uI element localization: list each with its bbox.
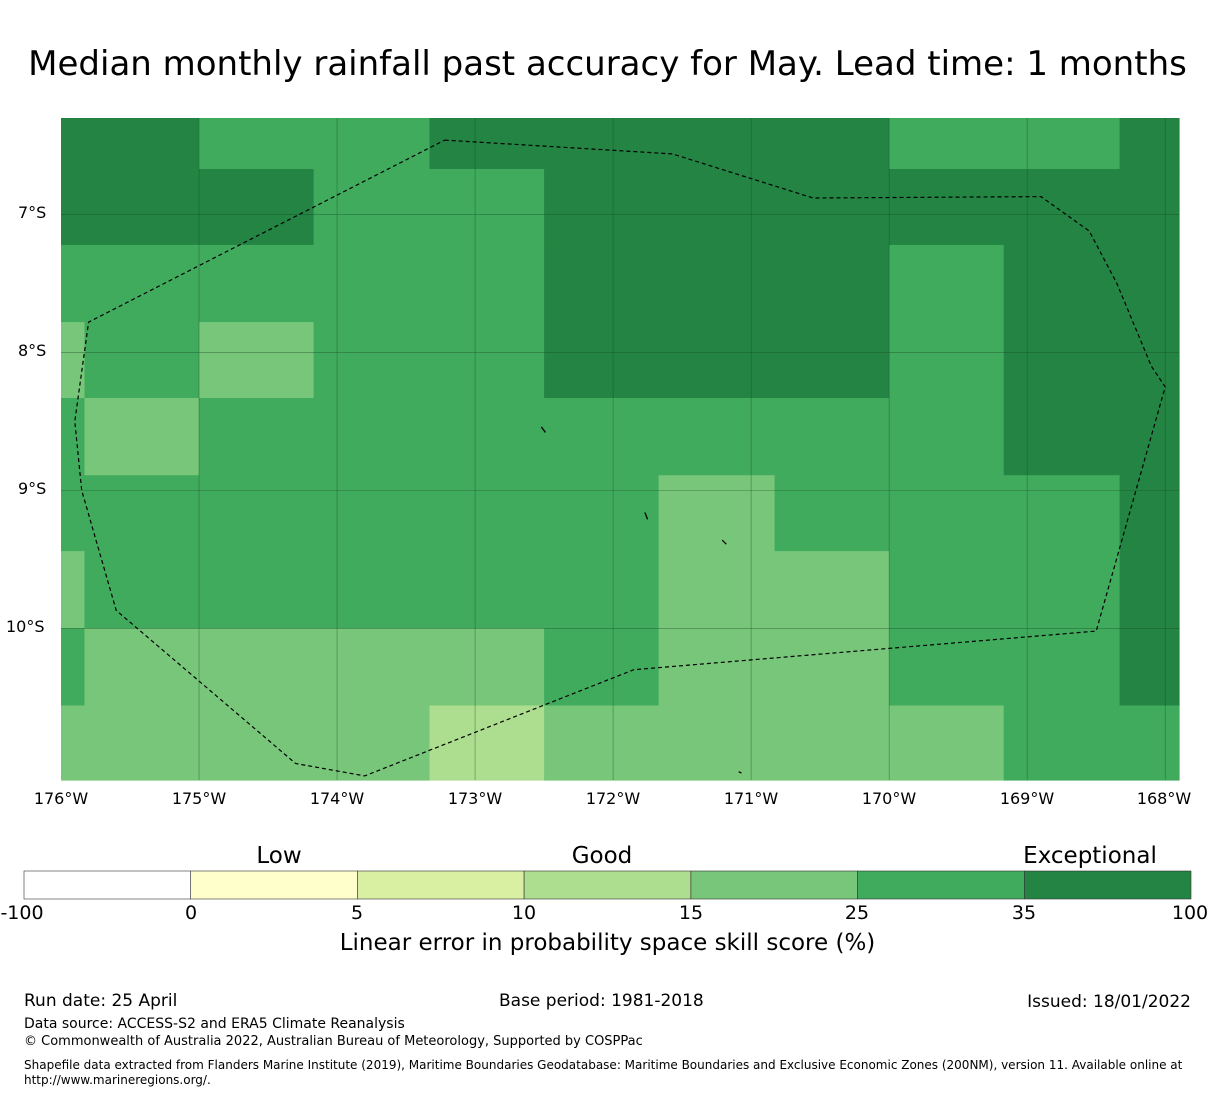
skill-cell — [544, 705, 1005, 781]
island-outline — [721, 539, 727, 545]
island-outline — [644, 512, 649, 520]
skill-cell — [1119, 475, 1180, 552]
shapefile-url: http://www.marineregions.org/. — [24, 1073, 211, 1087]
category-exceptional: Exceptional — [1023, 843, 1157, 869]
skill-cell — [889, 322, 1005, 399]
skill-cell — [61, 322, 86, 399]
colorbar-swatch — [857, 870, 1025, 900]
colorbar-tick: 35 — [1011, 902, 1037, 924]
skill-cell — [544, 244, 890, 323]
lon-label-172w: 172°W — [585, 789, 641, 808]
skill-cell — [61, 705, 431, 781]
skill-cell — [544, 628, 660, 707]
skill-cell — [84, 398, 200, 476]
skill-cell — [889, 118, 1121, 170]
skill-cell — [313, 322, 545, 399]
skill-cell — [84, 628, 545, 707]
skill-cell — [1119, 628, 1180, 707]
lon-label-170w: 170°W — [861, 789, 917, 808]
skill-cell — [199, 118, 431, 170]
skill-cell — [1003, 244, 1180, 323]
colorbar-swatch — [23, 870, 191, 900]
colorbar-swatch — [1024, 870, 1192, 900]
lat-label-8s: 8°S — [18, 341, 47, 360]
category-low: Low — [256, 843, 302, 869]
skill-cell — [658, 551, 890, 629]
run-date: Run date: 25 April — [24, 991, 178, 1011]
lat-label-9s: 9°S — [18, 479, 47, 498]
island-outline — [738, 771, 742, 774]
skill-cell — [774, 475, 1121, 552]
colorbar-swatches — [23, 870, 1192, 900]
colorbar-swatch — [523, 870, 692, 900]
data-source: Data source: ACCESS-S2 and ERA5 Climate … — [24, 1016, 405, 1032]
skill-cell — [889, 244, 1005, 323]
skill-cell — [429, 705, 545, 781]
base-period: Base period: 1981-2018 — [499, 991, 704, 1011]
colorbar-tick: 100 — [1171, 902, 1209, 924]
skill-cell — [84, 322, 200, 399]
lon-label-176w: 176°W — [33, 789, 89, 808]
skill-cell — [544, 322, 890, 399]
lon-label-171w: 171°W — [723, 789, 779, 808]
skill-cell — [1003, 705, 1180, 781]
colorbar-tick: 5 — [350, 902, 364, 924]
skill-cell — [61, 118, 200, 170]
skill-cell — [889, 628, 1121, 707]
skill-cell — [544, 169, 1180, 246]
lon-label-173w: 173°W — [447, 789, 503, 808]
skill-grid — [61, 118, 1180, 781]
eez-boundary — [74, 139, 1166, 777]
colorbar-tick: 15 — [678, 902, 704, 924]
skill-cell — [61, 475, 660, 552]
colorbar-tick: -100 — [0, 902, 44, 924]
map-title: Median monthly rainfall past accuracy fo… — [28, 44, 1187, 84]
skill-cell — [1003, 398, 1180, 476]
skill-cell — [1003, 322, 1180, 399]
colorbar-tick: 10 — [511, 902, 537, 924]
colorbar-swatch — [190, 870, 358, 900]
skill-cell — [199, 322, 315, 399]
skill-cell — [61, 398, 86, 476]
skill-cell — [61, 169, 315, 246]
skill-cell — [658, 628, 890, 707]
lat-label-7s: 7°S — [18, 203, 47, 222]
skill-cell — [1119, 118, 1180, 170]
lat-label-10s: 10°S — [6, 617, 45, 636]
island-outline — [540, 426, 546, 433]
colorbar-title: Linear error in probability space skill … — [339, 930, 876, 956]
colorbar-tick: 25 — [844, 902, 870, 924]
lon-label-168w: 168°W — [1136, 789, 1192, 808]
lon-label-174w: 174°W — [309, 789, 365, 808]
issued-date: Issued: 18/01/2022 — [1027, 992, 1191, 1012]
skill-cell — [61, 551, 86, 629]
skill-cell — [658, 475, 776, 552]
skill-cell — [429, 118, 890, 170]
colorbar-swatch — [690, 870, 858, 900]
skill-cell — [61, 244, 545, 323]
skill-cell — [84, 551, 660, 629]
skill-cell — [1119, 551, 1180, 629]
islands — [540, 426, 742, 774]
copyright: © Commonwealth of Australia 2022, Austra… — [24, 1034, 643, 1049]
lon-label-169w: 169°W — [999, 789, 1055, 808]
skill-cell — [313, 169, 545, 246]
eez-boundary-line — [74, 139, 1166, 777]
skill-cell — [889, 551, 1121, 629]
shapefile-credit: Shapefile data extracted from Flanders M… — [24, 1058, 1183, 1072]
lon-label-175w: 175°W — [171, 789, 227, 808]
skill-cell — [61, 628, 86, 707]
graticule — [61, 118, 1179, 780]
colorbar-swatch — [357, 870, 525, 900]
colorbar-tick: 0 — [184, 902, 198, 924]
category-good: Good — [571, 843, 633, 869]
skill-cell — [199, 398, 1005, 476]
